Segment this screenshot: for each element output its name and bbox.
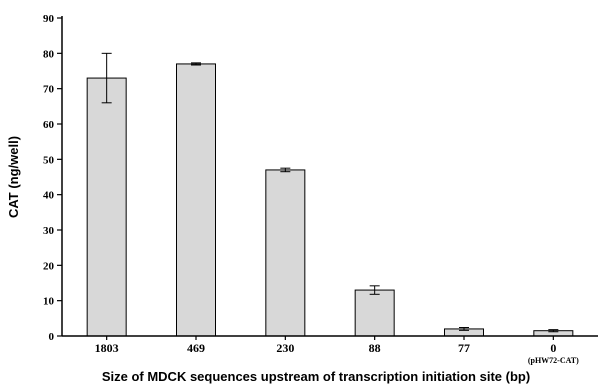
error-bar-0 xyxy=(548,329,559,333)
error-bar-88 xyxy=(369,285,380,295)
error-bars xyxy=(101,52,559,333)
x-tick-label-1803: 1803 xyxy=(95,341,119,355)
x-tick-label-230: 230 xyxy=(276,341,294,355)
bar-1803 xyxy=(86,77,127,337)
y-tick-label: 10 xyxy=(43,296,55,308)
y-tick-label: 20 xyxy=(43,260,55,272)
y-tick-label: 60 xyxy=(43,119,55,131)
error-bar-230 xyxy=(280,167,291,173)
error-bar-1803 xyxy=(101,52,112,104)
bar-469 xyxy=(176,63,216,337)
y-tick-label: 70 xyxy=(43,84,55,96)
y-tick-label: 50 xyxy=(43,154,55,166)
y-tick-label: 90 xyxy=(43,13,55,25)
bar-88 xyxy=(354,289,395,337)
y-tick-label: 30 xyxy=(43,225,55,237)
x-axis-ticks: 1803 469 230 88 77 0(pHW72-CAT) xyxy=(95,336,579,365)
y-tick-label: 40 xyxy=(43,190,55,202)
error-bar-77 xyxy=(459,327,469,331)
y-axis-ticks: 0 10 20 30 40 50 60 70 80 90 xyxy=(43,13,62,343)
bar-230 xyxy=(265,169,306,337)
x-axis-label: Size of MDCK sequences upstream of trans… xyxy=(102,369,530,384)
bars xyxy=(86,63,574,337)
error-bar-469 xyxy=(191,62,201,66)
x-tick-label-469: 469 xyxy=(187,341,205,355)
y-axis-label: CAT (ng/well) xyxy=(6,136,21,218)
x-tick-label-0: 0 xyxy=(550,341,556,355)
y-tick-label: 0 xyxy=(49,331,55,343)
x-tick-label-88: 88 xyxy=(369,341,381,355)
x-tick-sublabel: (pHW72-CAT) xyxy=(528,356,579,365)
x-tick-label-77: 77 xyxy=(458,341,470,355)
y-tick-label: 80 xyxy=(43,48,55,60)
